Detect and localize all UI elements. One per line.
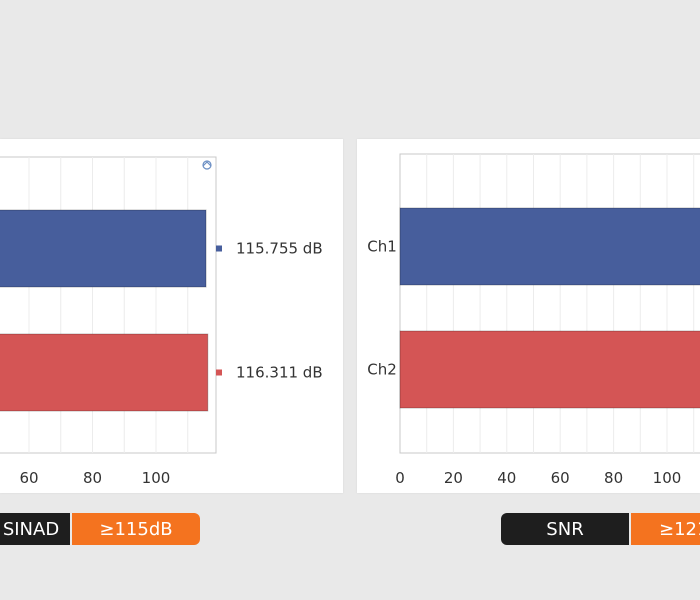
sinad-badge-spec: ≥115dB xyxy=(72,513,200,545)
sinad-spec-badge: SINAD ≥115dB xyxy=(0,513,200,545)
legend-marker xyxy=(216,245,222,252)
sinad-badge-name: SINAD xyxy=(0,513,70,545)
snr-badge-spec: ≥121 xyxy=(631,513,700,545)
x-tick-label: 60 xyxy=(19,469,38,487)
snr-spec-badge: SNR ≥121 xyxy=(501,513,700,545)
sinad-chart: 115.755 dB 116.311 dB 60 80 100 xyxy=(0,156,323,487)
x-tick-label: 0 xyxy=(395,469,405,487)
x-tick-label: 80 xyxy=(604,469,623,487)
x-tick-label: 100 xyxy=(653,469,682,487)
plot-frame xyxy=(399,153,700,454)
sinad-chart-panel: 115.755 dB 116.311 dB 60 80 100 xyxy=(0,139,343,493)
x-tick-label: 80 xyxy=(83,469,102,487)
bar-ch1 xyxy=(0,209,207,288)
category-label-ch2: Ch2 xyxy=(367,361,397,379)
x-tick-label: 100 xyxy=(142,469,171,487)
bar-ch2 xyxy=(0,333,209,412)
snr-badge-name: SNR xyxy=(501,513,629,545)
bar-ch1 xyxy=(399,207,700,286)
snr-chart-panel: Ch1 Ch2 0 20 40 60 80 100 xyxy=(357,139,700,493)
legend-marker xyxy=(216,369,222,376)
value-label-ch2: 116.311 dB xyxy=(236,364,323,382)
x-tick-label: 60 xyxy=(551,469,570,487)
bar-ch2 xyxy=(399,330,700,409)
logo-icon xyxy=(202,160,212,170)
plot-frame xyxy=(0,156,217,454)
snr-chart: Ch1 Ch2 0 20 40 60 80 100 xyxy=(367,153,700,487)
value-label-ch1: 115.755 dB xyxy=(236,240,323,258)
category-label-ch1: Ch1 xyxy=(367,238,397,256)
x-tick-label: 20 xyxy=(444,469,463,487)
x-tick-label: 40 xyxy=(497,469,516,487)
